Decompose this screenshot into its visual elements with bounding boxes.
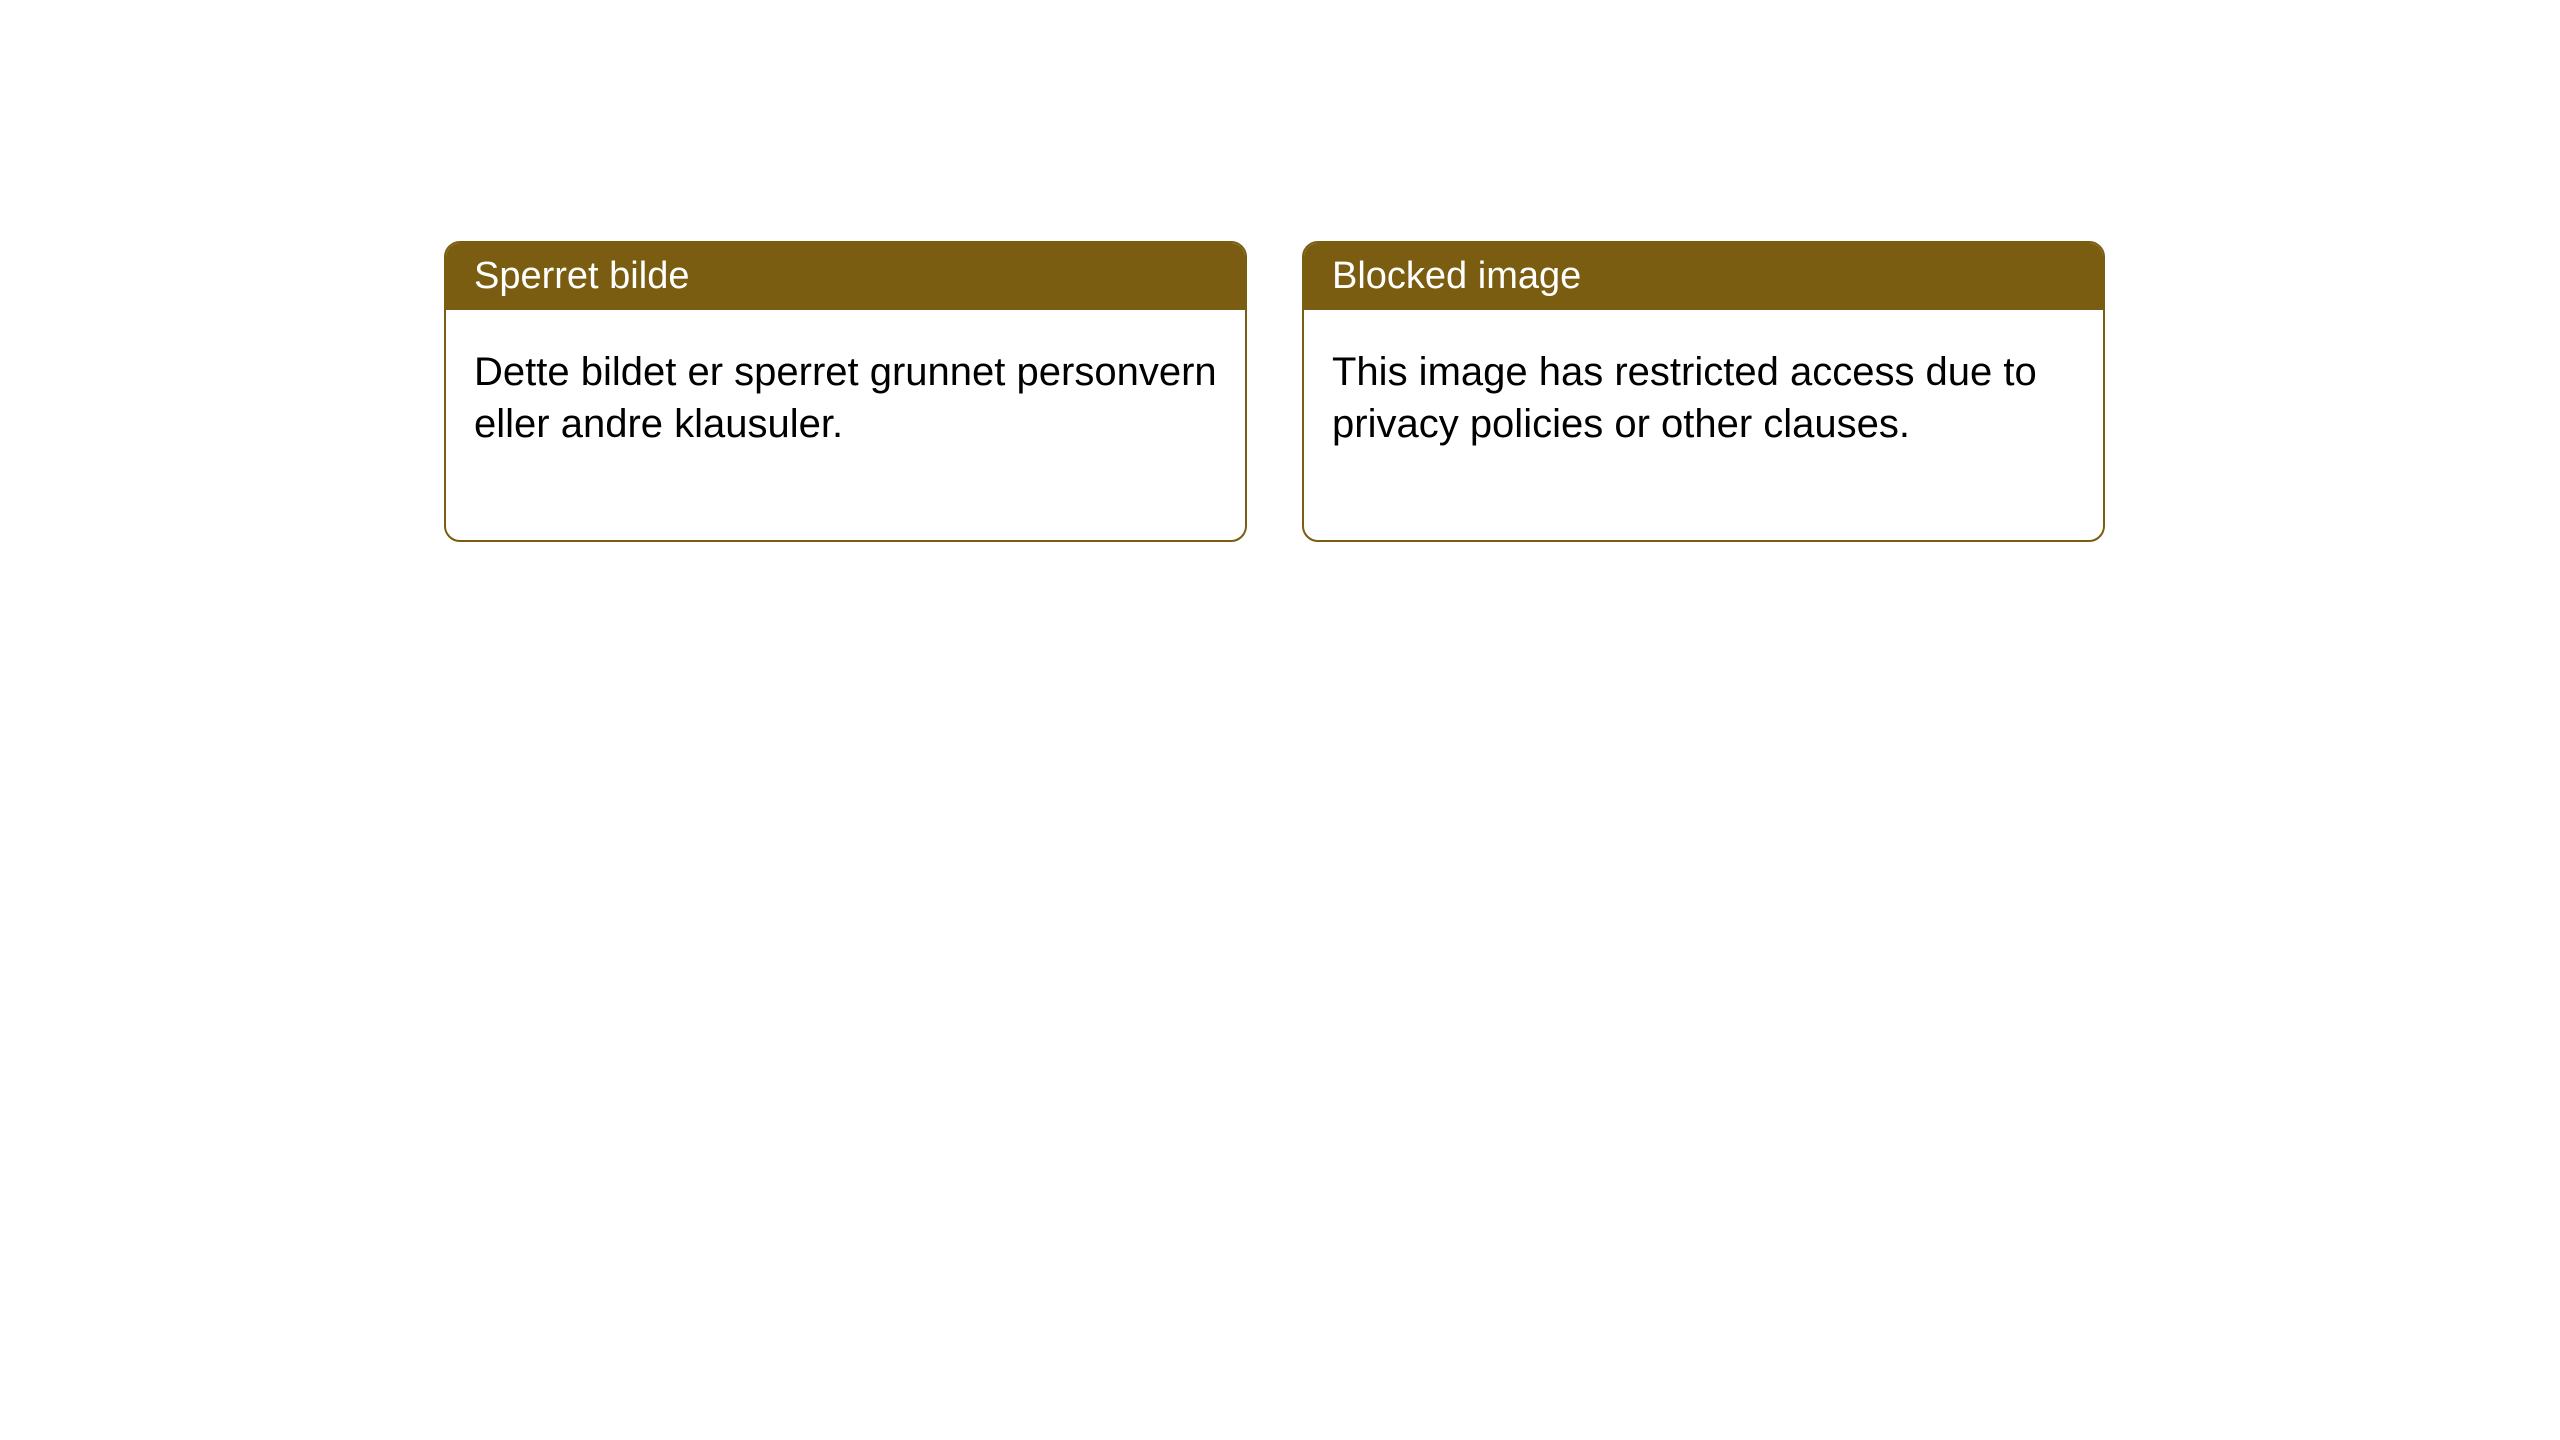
card-header-english: Blocked image [1304, 243, 2103, 310]
card-title-english: Blocked image [1332, 255, 1581, 297]
card-body-english: This image has restricted access due to … [1304, 310, 2103, 540]
notice-card-norwegian: Sperret bilde Dette bildet er sperret gr… [444, 241, 1247, 542]
notice-card-english: Blocked image This image has restricted … [1302, 241, 2105, 542]
card-message-norwegian: Dette bildet er sperret grunnet personve… [474, 350, 1217, 446]
card-body-norwegian: Dette bildet er sperret grunnet personve… [446, 310, 1245, 540]
card-message-english: This image has restricted access due to … [1332, 350, 2037, 446]
card-title-norwegian: Sperret bilde [474, 255, 689, 297]
notice-container: Sperret bilde Dette bildet er sperret gr… [444, 241, 2105, 542]
card-header-norwegian: Sperret bilde [446, 243, 1245, 310]
